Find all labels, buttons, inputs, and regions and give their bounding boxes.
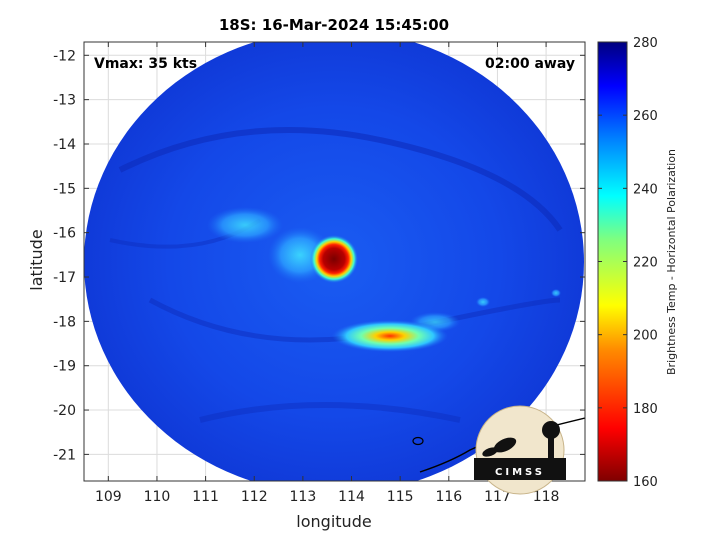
colorbar-tick-label: 260 bbox=[633, 109, 658, 124]
cimss-logo: CIMSS bbox=[474, 405, 566, 495]
vmax-annotation: Vmax: 35 kts bbox=[94, 56, 197, 72]
colorbar-tick-label: 240 bbox=[633, 182, 658, 197]
y-tick-label: -18 bbox=[53, 314, 76, 330]
x-axis: 109 110 111 112 113 114 115 116 117 118 bbox=[95, 42, 560, 505]
island-outline bbox=[412, 436, 424, 446]
spiral-band-dark bbox=[118, 127, 563, 232]
logo-water-tower-icon bbox=[542, 421, 560, 439]
y-tick-label: -14 bbox=[53, 137, 76, 153]
x-tick-label: 117 bbox=[484, 489, 511, 505]
y-tick-label: -21 bbox=[53, 447, 76, 463]
x-tick-label: 114 bbox=[338, 489, 365, 505]
cloud-feature bbox=[476, 297, 490, 307]
logo-dish-icon bbox=[482, 447, 498, 457]
colorbar-label: Brightness Temp - Horizontal Polarizatio… bbox=[665, 149, 678, 375]
x-tick-label: 113 bbox=[290, 489, 317, 505]
colorbar-tick-label: 220 bbox=[633, 256, 658, 271]
colorbar-tick-label: 160 bbox=[633, 475, 658, 490]
y-tick-label: -15 bbox=[53, 181, 76, 197]
colorbar-tick-label: 180 bbox=[633, 402, 658, 417]
y-axis: -12 -13 -14 -15 -16 -17 -18 -19 -20 -21 bbox=[53, 48, 585, 463]
cloud-feature bbox=[551, 289, 561, 297]
rain-band bbox=[332, 320, 448, 352]
axes-frame bbox=[83, 41, 586, 482]
chart-title: 18S: 16-Mar-2024 15:45:00 bbox=[219, 16, 449, 34]
logo-dish-icon bbox=[493, 437, 517, 453]
x-tick-label: 111 bbox=[192, 489, 219, 505]
x-tick-label: 118 bbox=[533, 489, 560, 505]
logo-band bbox=[474, 458, 566, 480]
y-tick-label: -13 bbox=[53, 93, 76, 109]
y-tick-label: -20 bbox=[53, 403, 76, 419]
y-tick-label: -12 bbox=[53, 48, 76, 64]
spiral-band-dark bbox=[199, 402, 461, 423]
x-axis-label: longitude bbox=[296, 512, 371, 531]
time-away-annotation: 02:00 away bbox=[485, 56, 575, 72]
x-tick-label: 112 bbox=[241, 489, 268, 505]
y-tick-label: -17 bbox=[53, 270, 76, 286]
x-tick-label: 115 bbox=[387, 489, 414, 505]
x-tick-label: 116 bbox=[435, 489, 462, 505]
y-tick-label: -16 bbox=[53, 226, 76, 242]
colorbar-ticks: 160 180 200 220 240 260 280 bbox=[598, 36, 658, 490]
colorbar bbox=[597, 41, 628, 482]
cloud-feature bbox=[207, 207, 283, 243]
x-tick-label: 109 bbox=[95, 489, 122, 505]
logo-text: CIMSS bbox=[495, 467, 545, 478]
convective-core bbox=[310, 235, 358, 283]
y-axis-label: latitude bbox=[27, 229, 46, 290]
swath-image bbox=[84, 42, 584, 481]
colorbar-tick-label: 200 bbox=[633, 329, 658, 344]
x-tick-label: 110 bbox=[144, 489, 171, 505]
logo-tower-leg bbox=[548, 438, 554, 458]
y-tick-label: -19 bbox=[53, 359, 76, 375]
colorbar-tick-label: 280 bbox=[633, 36, 658, 51]
